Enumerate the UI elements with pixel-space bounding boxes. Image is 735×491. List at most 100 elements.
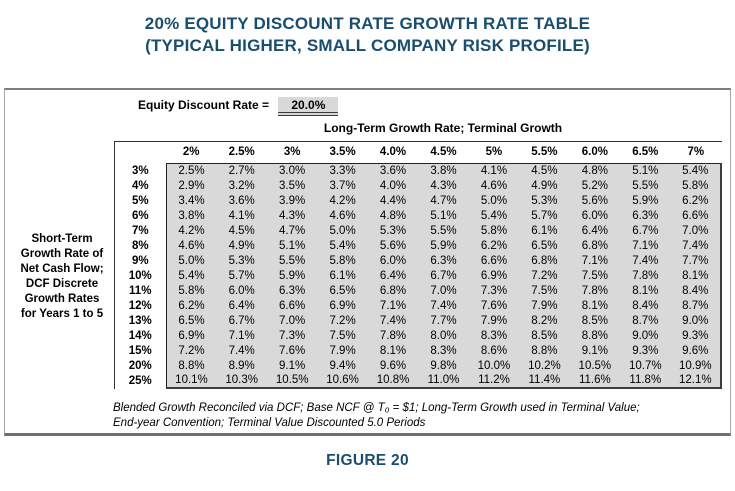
table-cell: 5.3% bbox=[519, 193, 570, 208]
table-cell: 3.8% bbox=[165, 208, 217, 223]
table-cell: 7.7% bbox=[418, 313, 469, 328]
table-cell: 7.0% bbox=[670, 223, 723, 238]
column-header: 4.0% bbox=[367, 142, 419, 163]
table-cell: 4.3% bbox=[418, 178, 469, 193]
table-cell: 8.4% bbox=[670, 283, 723, 298]
page-title-line1: 20% EQUITY DISCOUNT RATE GROWTH RATE TAB… bbox=[144, 14, 591, 33]
table-cell: 3.9% bbox=[266, 193, 318, 208]
table-cell: 6.4% bbox=[367, 268, 419, 283]
table-row: 7% 4.2% 4.5% 4.7% 5.0% 5.3% 5.5% 5.8% 6.1% 6.4% 6.… bbox=[115, 223, 723, 238]
table-cell: 5.4% bbox=[165, 268, 217, 283]
column-header: 3% bbox=[266, 142, 318, 163]
table-cell: 7.9% bbox=[317, 343, 368, 358]
row-header: 5% bbox=[115, 193, 166, 208]
table-cell: 10.0% bbox=[468, 358, 520, 373]
table-cell: 9.8% bbox=[418, 358, 469, 373]
table-cell: 3.4% bbox=[165, 193, 217, 208]
table-cell: 8.2% bbox=[519, 313, 570, 328]
column-header: 2% bbox=[166, 142, 217, 163]
table-cell: 6.3% bbox=[266, 283, 318, 298]
table-cell: 3.3% bbox=[317, 162, 368, 178]
table-cell: 10.7% bbox=[620, 358, 671, 373]
column-header: 5% bbox=[468, 142, 520, 163]
table-cell: 10.9% bbox=[670, 358, 723, 373]
table-cell: 10.8% bbox=[367, 373, 419, 389]
row-header: 11% bbox=[115, 283, 166, 298]
table-cell: 7.1% bbox=[569, 253, 621, 268]
table-cell: 6.9% bbox=[317, 298, 368, 313]
table-cell: 7.9% bbox=[519, 298, 570, 313]
table-cell: 6.0% bbox=[367, 253, 419, 268]
table-cell: 5.1% bbox=[266, 238, 318, 253]
footnote-line2: End-year Convention; Terminal Value Disc… bbox=[113, 417, 426, 429]
table-cell: 6.1% bbox=[519, 223, 570, 238]
table-cell: 5.9% bbox=[620, 193, 671, 208]
table-cell: 5.0% bbox=[317, 223, 368, 238]
figure-caption: FIGURE 20 bbox=[326, 452, 409, 469]
table-cell: 4.2% bbox=[165, 223, 217, 238]
table-cell: 7.6% bbox=[266, 343, 318, 358]
column-header: 4.5% bbox=[418, 142, 469, 163]
table-cell: 7.4% bbox=[367, 313, 419, 328]
table-cell: 3.5% bbox=[266, 178, 318, 193]
equity-discount-rate-value: 20.0% bbox=[278, 97, 339, 116]
table-cell: 7.8% bbox=[367, 328, 419, 343]
table-cell: 7.5% bbox=[519, 283, 570, 298]
table-cell: 5.8% bbox=[317, 253, 368, 268]
table-cell: 6.3% bbox=[620, 208, 671, 223]
table-cell: 11.6% bbox=[569, 373, 621, 389]
table-cell: 8.5% bbox=[519, 328, 570, 343]
table-row: 13% 6.5% 6.7% 7.0% 7.2% 7.4% 7.7% 7.9% 8.2% 8.5% 8… bbox=[115, 313, 723, 328]
table-cell: 6.4% bbox=[216, 298, 267, 313]
table-cell: 6.2% bbox=[468, 238, 520, 253]
table-cell: 4.0% bbox=[367, 178, 419, 193]
table-cell: 4.8% bbox=[367, 208, 419, 223]
table-cell: 10.1% bbox=[165, 373, 217, 389]
column-header: 7% bbox=[670, 142, 721, 163]
table-cell: 7.4% bbox=[216, 343, 267, 358]
table-cell: 12.1% bbox=[670, 373, 723, 389]
table-cell: 5.0% bbox=[165, 253, 217, 268]
table-cell: 8.7% bbox=[670, 298, 723, 313]
column-header: 3.5% bbox=[317, 142, 368, 163]
growth-table: 2% 2.5% 3% 3.5% 4.0% 4.5% 5% 5.5% 6.0% 6.5% 7% 3% 2… bbox=[115, 142, 723, 389]
table-cell: 4.7% bbox=[266, 223, 318, 238]
row-header: 13% bbox=[115, 313, 166, 328]
table-cell: 6.8% bbox=[367, 283, 419, 298]
table-cell: 8.3% bbox=[418, 343, 469, 358]
table-cell: 7.2% bbox=[519, 268, 570, 283]
table-cell: 6.2% bbox=[670, 193, 723, 208]
table-cell: 4.6% bbox=[317, 208, 368, 223]
table-cell: 8.1% bbox=[620, 283, 671, 298]
table-cell: 7.1% bbox=[620, 238, 671, 253]
table-cell: 5.4% bbox=[317, 238, 368, 253]
table-cell: 6.8% bbox=[569, 238, 621, 253]
table-cell: 2.7% bbox=[216, 162, 267, 178]
table-row: 20% 8.8% 8.9% 9.1% 9.4% 9.6% 9.8% 10.0% 10.2% 10.… bbox=[115, 358, 723, 373]
table-cell: 3.7% bbox=[317, 178, 368, 193]
table-cell: 10.2% bbox=[519, 358, 570, 373]
table-cell: 8.1% bbox=[367, 343, 419, 358]
growth-table-wrap: 2% 2.5% 3% 3.5% 4.0% 4.5% 5% 5.5% 6.0% 6.5% 7% 3% 2… bbox=[114, 141, 723, 389]
table-cell: 9.1% bbox=[569, 343, 621, 358]
table-cell: 6.7% bbox=[620, 223, 671, 238]
table-cell: 8.1% bbox=[670, 268, 723, 283]
table-cell: 5.3% bbox=[367, 223, 419, 238]
table-cell: 7.5% bbox=[317, 328, 368, 343]
table-cell: 7.7% bbox=[670, 253, 723, 268]
row-header: 10% bbox=[115, 268, 166, 283]
table-cell: 5.6% bbox=[569, 193, 621, 208]
table-cell: 8.5% bbox=[569, 313, 621, 328]
table-cell: 6.0% bbox=[216, 283, 267, 298]
table-cell: 5.9% bbox=[418, 238, 469, 253]
table-cell: 5.1% bbox=[418, 208, 469, 223]
column-header-row: 2% 2.5% 3% 3.5% 4.0% 4.5% 5% 5.5% 6.0% 6.5% 7% bbox=[115, 142, 721, 163]
table-cell: 9.3% bbox=[670, 328, 723, 343]
table-cell: 10.3% bbox=[216, 373, 267, 389]
table-row: 4% 2.9% 3.2% 3.5% 3.7% 4.0% 4.3% 4.6% 4.9% 5.2% 5.… bbox=[115, 178, 723, 193]
table-row: 14% 6.9% 7.1% 7.3% 7.5% 7.8% 8.0% 8.3% 8.5% 8.8% 9… bbox=[115, 328, 723, 343]
table-cell: 6.5% bbox=[519, 238, 570, 253]
table-cell: 5.9% bbox=[266, 268, 318, 283]
table-cell: 6.9% bbox=[165, 328, 217, 343]
footnote: Blended Growth Reconciled via DCF; Base … bbox=[113, 401, 730, 431]
